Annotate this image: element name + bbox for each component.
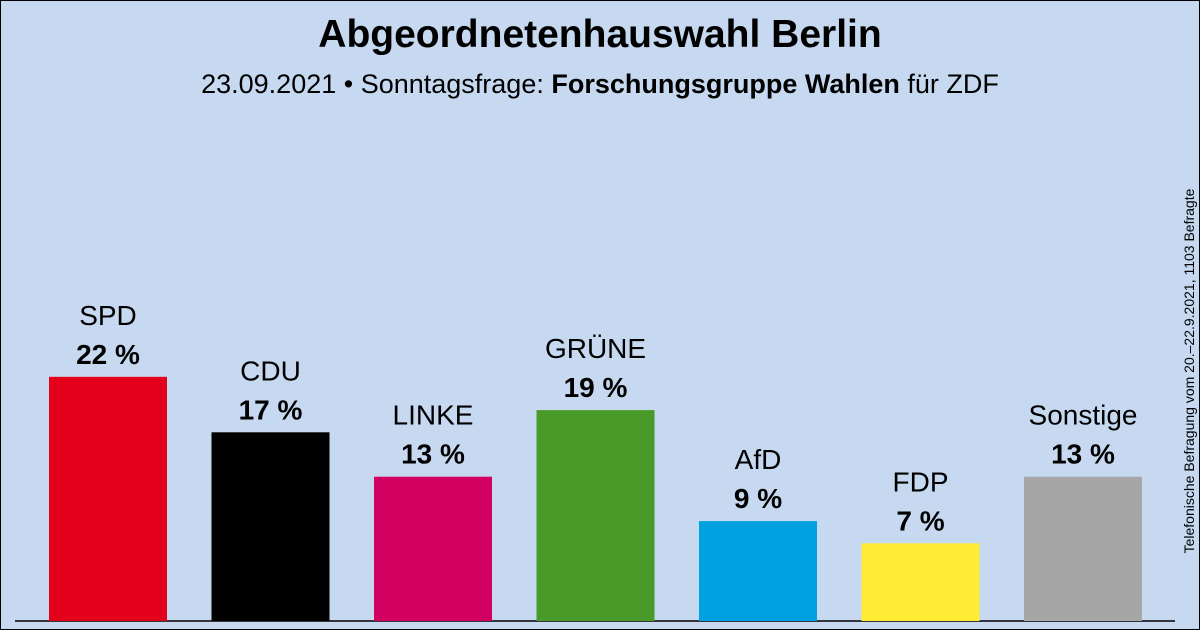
- chart-subtitle: 23.09.2021 • Sonntagsfrage: Forschungsgr…: [1, 69, 1199, 100]
- value-label: 22 %: [76, 339, 140, 370]
- subtitle-institute: Forschungsgruppe Wahlen: [551, 69, 900, 99]
- category-label: AfD: [735, 444, 782, 475]
- category-label: LINKE: [393, 400, 474, 431]
- subtitle-date: 23.09.2021 • Sonntagsfrage:: [201, 69, 544, 99]
- bar-sonstige: [1024, 476, 1142, 621]
- value-label: 13 %: [401, 439, 465, 470]
- bar-afd: [699, 521, 817, 621]
- bar-cdu: [211, 432, 330, 621]
- category-label: CDU: [240, 355, 301, 386]
- subtitle-client: für ZDF: [907, 69, 999, 99]
- category-label: Sonstige: [1029, 400, 1138, 431]
- category-label: SPD: [79, 300, 137, 331]
- value-label: 7 %: [896, 505, 944, 536]
- bar-spd: [49, 376, 167, 621]
- value-label: 17 %: [239, 394, 303, 425]
- value-label: 9 %: [734, 483, 782, 514]
- chart-title: Abgeordnetenhauswahl Berlin: [318, 13, 882, 56]
- bar-gr-ne: [536, 410, 655, 621]
- value-label: 13 %: [1051, 439, 1115, 470]
- category-label: FDP: [893, 466, 949, 497]
- category-label: GRÜNE: [545, 333, 646, 364]
- bar-fdp: [861, 543, 980, 621]
- bar-linke: [374, 476, 492, 621]
- value-label: 19 %: [564, 372, 628, 403]
